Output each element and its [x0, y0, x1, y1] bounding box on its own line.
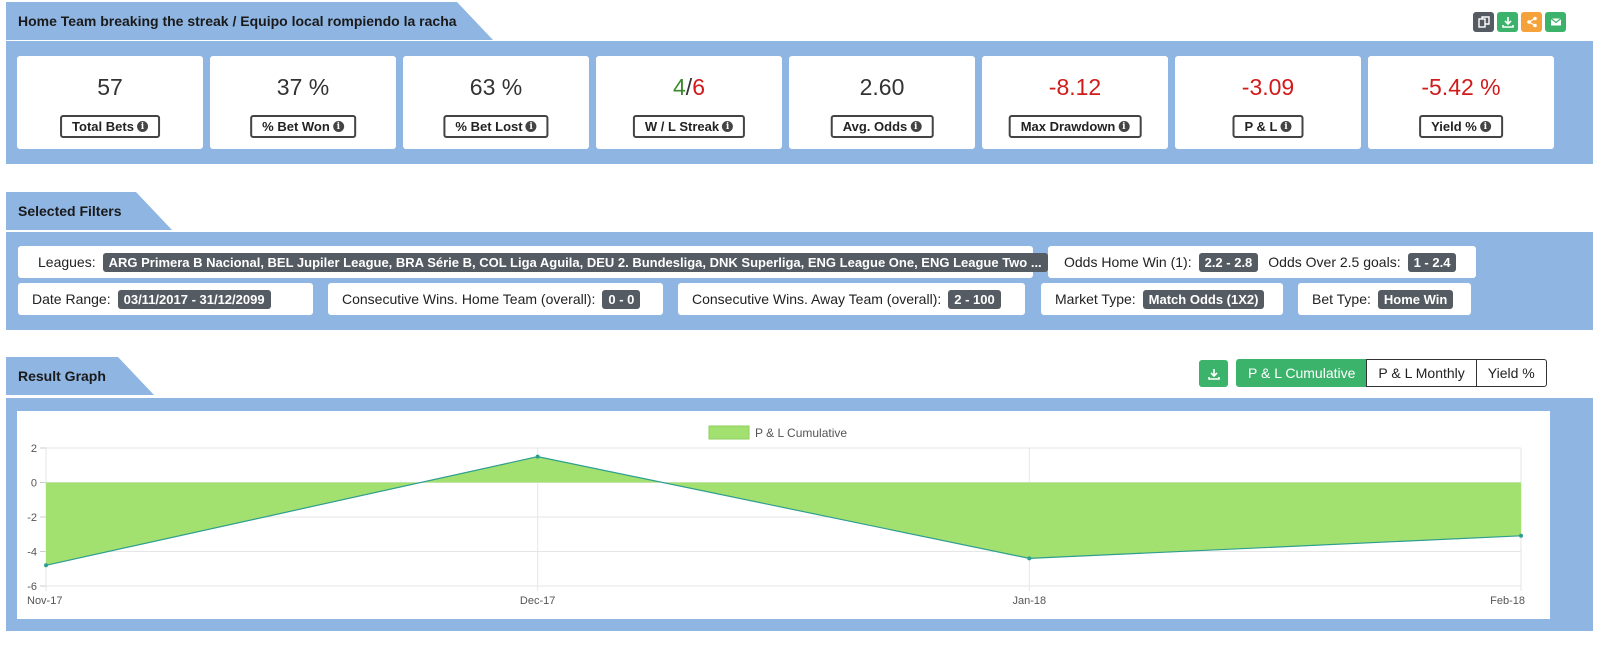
info-icon: i	[332, 121, 344, 132]
chart-download-button[interactable]	[1199, 360, 1228, 387]
data-point	[1519, 533, 1523, 538]
filter-value: Match Odds (1X2)	[1142, 289, 1265, 309]
filter-label: Bet Type:	[1312, 291, 1371, 307]
download-button[interactable]	[1497, 12, 1518, 32]
graph-title: Result Graph	[18, 368, 106, 384]
stat-label[interactable]: % Bet Won i	[250, 115, 356, 138]
share-icon	[1526, 16, 1537, 28]
stat-label[interactable]: Avg. Odds i	[830, 115, 934, 138]
filters-title-tab: Selected Filters	[6, 192, 172, 230]
stat-value: 57	[97, 74, 123, 100]
filter-label: Date Range:	[32, 291, 111, 307]
stat-value: 37 %	[276, 74, 330, 100]
y-tick-label: 0	[31, 478, 37, 490]
filter-value: 1 - 2.4	[1407, 252, 1457, 272]
header-actions	[1473, 12, 1566, 32]
series-area	[46, 456, 1521, 566]
stat-label[interactable]: W / L Streak i	[632, 115, 746, 138]
info-icon: i	[136, 121, 148, 132]
copy-icon	[1477, 16, 1490, 28]
x-tick-label: Dec-17	[520, 595, 555, 607]
y-tick-label: -6	[27, 581, 37, 593]
email-icon	[1550, 18, 1561, 26]
y-tick-label: 2	[31, 443, 37, 455]
filter-value: ARG Primera B Nacional, BEL Jupiler Leag…	[102, 252, 1048, 272]
tab-yield[interactable]: Yield %	[1475, 359, 1547, 387]
stat-cards: 57 Total Bets i 37 % % Bet Won i 63 % % Be…	[17, 56, 1554, 149]
stat-value: -3.09	[1241, 74, 1295, 100]
filter-label: Leagues:	[38, 254, 96, 270]
email-button[interactable]	[1545, 12, 1566, 32]
filter-value: Home Win	[1377, 289, 1454, 309]
stat-card-total-bets: 57 Total Bets i	[17, 56, 203, 149]
filter-bet-type: Bet Type: Home Win	[1298, 283, 1471, 315]
win-streak: 4	[673, 74, 686, 100]
tab-pl-monthly[interactable]: P & L Monthly	[1366, 359, 1477, 387]
y-tick-label: -2	[27, 512, 37, 524]
info-icon: i	[1280, 121, 1292, 132]
filter-cons-away: Consecutive Wins. Away Team (overall): 2…	[678, 283, 1025, 315]
filter-date-range: Date Range: 03/11/2017 - 31/12/2099	[18, 283, 313, 315]
series-line	[45, 456, 1522, 566]
graph-mode-toggle: P & L Cumulative P & L Monthly Yield %	[1236, 359, 1547, 387]
stat-card-bet-won: 37 % % Bet Won i	[210, 56, 396, 149]
filter-value: 2.2 - 2.8	[1198, 252, 1259, 272]
data-point	[535, 454, 540, 459]
filter-label: Market Type:	[1055, 291, 1136, 307]
stat-label[interactable]: % Bet Lost i	[443, 115, 549, 138]
info-icon: i	[1118, 121, 1130, 132]
x-tick-label: Jan-18	[1013, 595, 1047, 607]
page-title-tab: Home Team breaking the streak / Equipo l…	[6, 2, 493, 40]
stat-label[interactable]: Yield % i	[1419, 115, 1503, 138]
stat-value: 2.60	[859, 74, 905, 100]
stat-value: 4/6	[596, 74, 782, 101]
download-icon	[1207, 368, 1220, 380]
filter-value: 03/11/2017 - 31/12/2099	[117, 289, 271, 309]
graph-title-tab: Result Graph	[6, 357, 154, 395]
share-button[interactable]	[1521, 12, 1542, 32]
y-tick-label: -4	[27, 547, 37, 559]
filter-market-type: Market Type: Match Odds (1X2)	[1041, 283, 1283, 315]
filter-label: Consecutive Wins. Home Team (overall):	[342, 291, 596, 307]
filter-label: Consecutive Wins. Away Team (overall):	[692, 291, 942, 307]
filter-cons-home: Consecutive Wins. Home Team (overall): 0…	[328, 283, 663, 315]
stat-card-yield: -5.42 % Yield % i	[1368, 56, 1554, 149]
info-icon: i	[525, 121, 537, 132]
x-tick-label: Feb-18	[1490, 595, 1525, 607]
stat-label[interactable]: Max Drawdown i	[1008, 115, 1142, 138]
streak-separator: /	[685, 74, 693, 100]
filter-value: 2 - 100	[948, 289, 1001, 309]
info-icon: i	[1479, 121, 1491, 132]
legend-swatch	[708, 425, 750, 440]
copy-button[interactable]	[1473, 12, 1494, 32]
filter-label: Odds Home Win (1):	[1064, 254, 1192, 270]
stat-label[interactable]: Total Bets i	[60, 115, 160, 138]
stat-value: 63 %	[469, 74, 523, 100]
info-icon: i	[722, 121, 734, 132]
download-icon	[1501, 17, 1514, 28]
result-chart: 2 0 -2 -4 -6 Nov-17 Dec-17 Jan-18 Feb-18 P & L Cu…	[17, 411, 1550, 619]
filter-odds: Odds Home Win (1): 2.2 - 2.8 Odds Over 2…	[1048, 246, 1476, 278]
stat-card-bet-lost: 63 % % Bet Lost i	[403, 56, 589, 149]
filter-value: 0 - 0	[602, 289, 641, 309]
page-title: Home Team breaking the streak / Equipo l…	[18, 13, 457, 29]
filter-label: Odds Over 2.5 goals:	[1268, 254, 1401, 270]
data-point	[1027, 556, 1032, 561]
tab-pl-cumulative[interactable]: P & L Cumulative	[1236, 359, 1368, 387]
stat-value: -5.42 %	[1421, 74, 1501, 100]
filter-leagues: Leagues: ARG Primera B Nacional, BEL Jup…	[18, 246, 1048, 278]
loss-streak: 6	[692, 74, 705, 100]
info-icon: i	[910, 121, 922, 132]
stat-card-avg-odds: 2.60 Avg. Odds i	[789, 56, 975, 149]
filters-title: Selected Filters	[18, 203, 122, 219]
stat-card-wl-streak: 4/6 W / L Streak i	[596, 56, 782, 149]
stat-card-max-drawdown: -8.12 Max Drawdown i	[982, 56, 1168, 149]
chart-svg: 2 0 -2 -4 -6 Nov-17 Dec-17 Jan-18 Feb-18 P & L Cu…	[27, 425, 1525, 607]
legend-label: P & L Cumulative	[755, 426, 847, 440]
stat-value: -8.12	[1048, 74, 1102, 100]
data-point	[44, 563, 48, 568]
x-tick-label: Nov-17	[27, 595, 62, 607]
